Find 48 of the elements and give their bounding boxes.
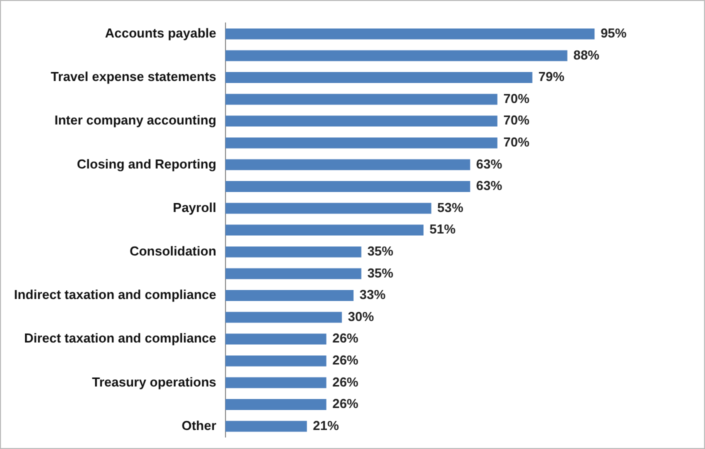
bar — [225, 28, 595, 40]
bar — [225, 137, 498, 148]
data-label: 26% — [332, 330, 359, 346]
data-label: 51% — [430, 222, 456, 237]
data-label: 53% — [437, 200, 464, 215]
data-label: 33% — [360, 287, 386, 302]
bar — [225, 72, 532, 83]
bar — [225, 312, 342, 323]
y-tick-label: Accounts payable — [105, 25, 216, 40]
bar — [225, 268, 362, 280]
bar — [225, 224, 424, 236]
data-label: 21% — [312, 418, 340, 433]
y-tick-label: Closing and Reporting — [76, 156, 216, 172]
y-tick-label: Indirect taxation and compliance — [14, 287, 216, 302]
y-tick-label: Treasury operations — [92, 374, 216, 390]
data-label: 79% — [538, 69, 565, 84]
bar — [225, 181, 470, 192]
data-label: 30% — [348, 308, 374, 324]
data-label: 35% — [367, 243, 394, 258]
bar — [225, 94, 498, 105]
data-label: 63% — [476, 156, 503, 172]
y-tick-label: Inter company accounting — [54, 112, 216, 128]
bar — [225, 50, 568, 62]
bar — [225, 290, 354, 301]
y-tick-label: Travel expense statements — [50, 69, 216, 84]
bar — [225, 159, 470, 170]
bar — [225, 202, 432, 214]
data-label: 35% — [367, 265, 394, 280]
data-label: 26% — [332, 352, 359, 368]
y-tick-label: Payroll — [172, 200, 216, 215]
bar — [225, 355, 326, 366]
bar — [225, 334, 326, 345]
y-tick-label: Consolidation — [130, 243, 216, 258]
data-label: 26% — [332, 396, 359, 412]
data-label: 95% — [600, 25, 628, 40]
bar — [225, 116, 498, 127]
bar — [225, 377, 326, 388]
bar — [225, 246, 362, 258]
data-label: 63% — [476, 178, 503, 194]
data-label: 70% — [503, 90, 530, 106]
data-label: 26% — [332, 374, 359, 390]
bar — [225, 420, 307, 432]
y-tick-label: Direct taxation and compliance — [24, 330, 216, 346]
data-label: 70% — [503, 134, 530, 150]
y-tick-label: Other — [182, 418, 216, 433]
bar — [225, 399, 326, 410]
data-label: 88% — [573, 47, 600, 62]
data-label: 70% — [503, 112, 530, 128]
